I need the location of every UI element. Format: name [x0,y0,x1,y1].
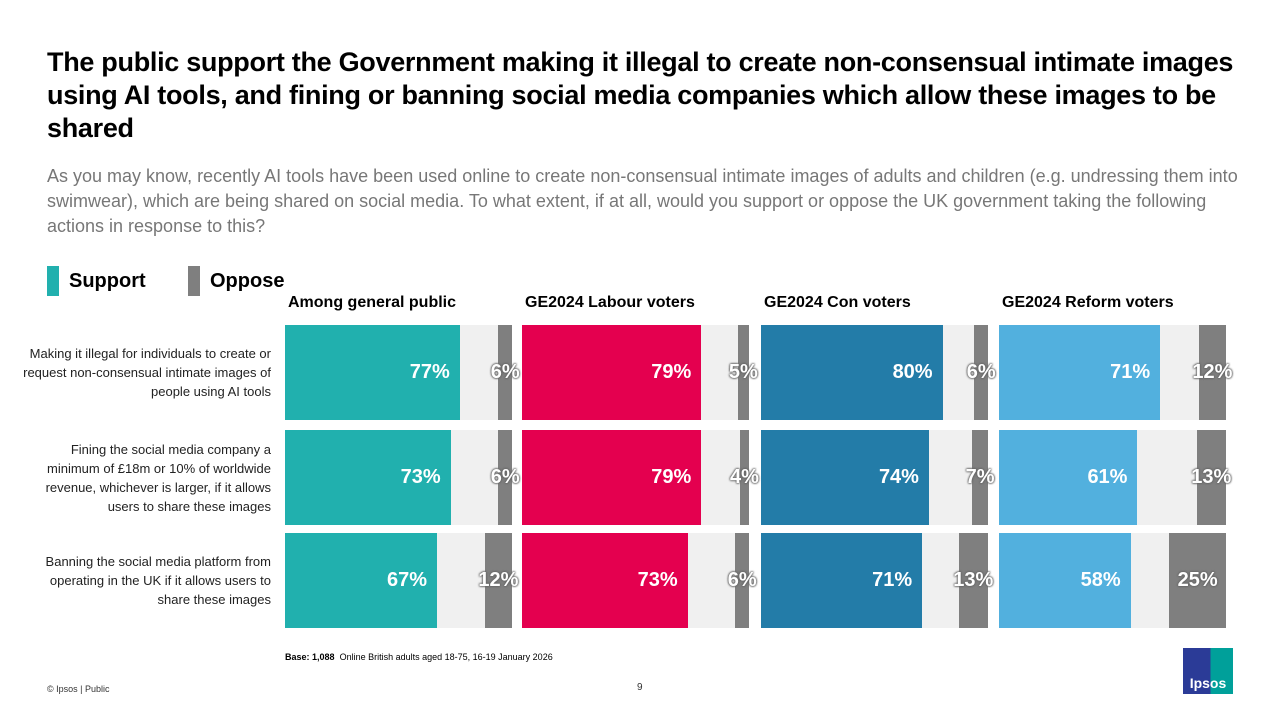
oppose-value-label: 12% [478,569,519,591]
support-value-label: 80% [892,361,933,383]
support-bar [285,430,451,525]
bar-row: 73% 6% [522,533,757,628]
page-title: The public support the Government making… [47,47,1234,143]
oppose-bar [1169,533,1226,628]
support-bar [285,533,438,628]
support-value-label: 79% [651,361,692,383]
oppose-value-label: 6% [490,361,520,383]
oppose-value-label: 6% [966,361,996,383]
support-value-label: 79% [651,466,692,488]
support-value-label: 61% [1087,466,1128,488]
base-label: Base: 1,088 [285,652,335,662]
panel-header: GE2024 Reform voters [1002,294,1174,311]
copyright: © Ipsos | Public [47,684,110,694]
support-value-label: 73% [400,466,441,488]
panel-header: GE2024 Con voters [764,294,911,311]
oppose-bar [498,325,512,420]
support-value-label: 73% [637,569,678,591]
bar-row: 80% 6% [761,325,996,420]
bar-row: 73% 6% [285,430,520,525]
oppose-bar [484,533,512,628]
oppose-bar [735,533,749,628]
row-label: Fining the social media company a minimu… [45,441,271,514]
bar-row: 71% 12% [999,325,1232,420]
page-number: 9 [637,682,643,693]
support-bar [522,430,702,525]
support-bar [522,533,688,628]
oppose-bar [958,533,988,628]
support-value-label: 71% [872,569,913,591]
bar-row: 79% 5% [522,325,758,420]
oppose-value-label: 5% [728,361,758,383]
support-value-label: 77% [409,361,450,383]
bar-row: 71% 13% [761,533,993,628]
support-bar [999,430,1138,525]
oppose-bar [974,325,988,420]
oppose-value-label: 4% [730,466,759,488]
legend-swatch-support [47,266,59,296]
oppose-value-label: 7% [965,466,995,488]
oppose-value-label: 12% [1192,361,1233,383]
legend-label-oppose: Oppose [210,269,285,292]
panel-header: GE2024 Labour voters [525,294,695,311]
legend-label-support: Support [69,269,146,292]
oppose-value-label: 13% [1191,466,1232,488]
oppose-bar [739,430,749,525]
legend-swatch-oppose [188,266,200,296]
bar-row: 67% 12% [285,533,518,628]
bar-row: 61% 13% [999,430,1231,525]
support-bar [285,325,460,420]
question-text: As you may know, recently AI tools have … [47,166,1238,236]
support-value-label: 58% [1080,569,1121,591]
bar-row: 74% 7% [761,430,995,525]
oppose-bar [498,430,512,525]
panel-header: Among general public [288,294,457,311]
legend-support: Support [47,266,146,296]
oppose-bar [1198,325,1226,420]
support-value-label: 71% [1110,361,1151,383]
oppose-bar [972,430,988,525]
oppose-bar [1196,430,1226,525]
support-bar [522,325,702,420]
support-bar [999,325,1161,420]
support-bar [761,533,923,628]
ipsos-logo: Ipsos [1183,648,1233,694]
oppose-bar [737,325,749,420]
bar-row: 77% 6% [285,325,520,420]
support-value-label: 74% [878,466,919,488]
row-label: Banning the social media platform from o… [45,554,271,607]
bar-row: 79% 4% [522,430,759,525]
support-bar [761,430,929,525]
oppose-value-label: 25% [1177,569,1218,591]
bar-row: 58% 25% [999,533,1226,628]
legend-oppose: Oppose [188,266,284,296]
oppose-value-label: 6% [727,569,757,591]
oppose-value-label: 6% [490,466,520,488]
row-label: Making it illegal for individuals to cre… [23,346,271,399]
base-note: Base: 1,088 Online British adults aged 1… [285,652,553,662]
base-text: Online British adults aged 18-75, 16-19 … [339,652,553,662]
support-bar [761,325,943,420]
support-value-label: 67% [387,569,428,591]
oppose-value-label: 13% [953,569,994,591]
support-bar [999,533,1131,628]
